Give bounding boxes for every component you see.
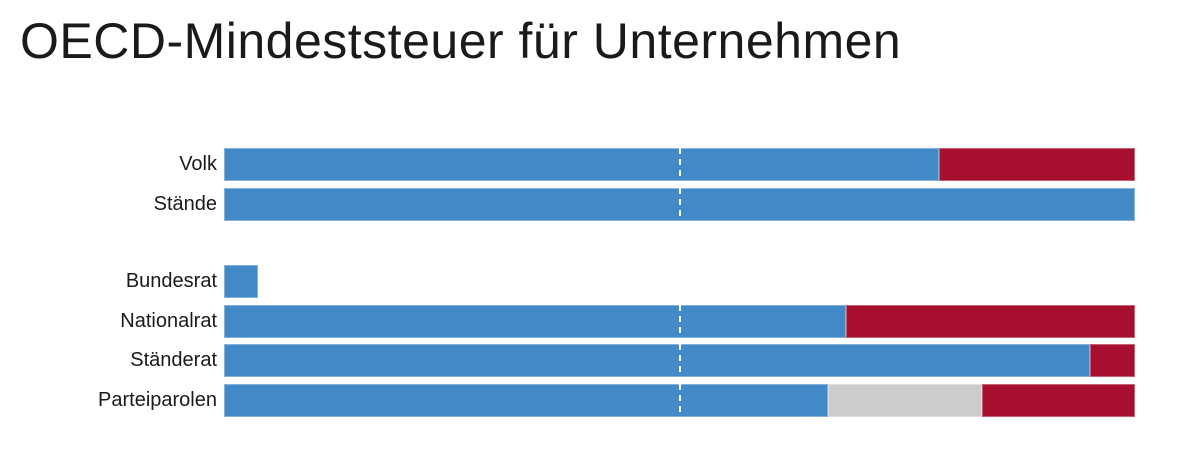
- bar-segment-neutral: [827, 384, 982, 417]
- row-label-bundesrat: Bundesrat: [125, 270, 217, 292]
- bar-volk: [224, 148, 1135, 181]
- row-label-staende: Stände: [153, 193, 217, 215]
- bar-row-volk: Volk: [0, 148, 1200, 181]
- bar-bundesrat: [224, 265, 1135, 298]
- bar-segment-yes: [224, 384, 828, 417]
- row-label-nationalrat: Nationalrat: [120, 310, 217, 332]
- bar-row-staenderat: Ständerat: [0, 344, 1200, 377]
- chart-title: OECD-Mindeststeuer für Unternehmen: [20, 13, 902, 69]
- fifty-percent-midline: [678, 305, 681, 338]
- bar-nationalrat: [224, 305, 1135, 338]
- fifty-percent-midline: [678, 384, 681, 417]
- bar-segment-yes: [224, 344, 1091, 377]
- bar-row-nationalrat: Nationalrat: [0, 305, 1200, 338]
- bar-segment-no: [846, 305, 1135, 338]
- bar-parteiparolen: [224, 384, 1135, 417]
- bar-segment-yes: [224, 148, 940, 181]
- bar-segment-yes: [224, 305, 847, 338]
- bar-row-parteiparolen: Parteiparolen: [0, 384, 1200, 417]
- bar-segment-yes: [224, 265, 258, 298]
- bar-segment-no: [981, 384, 1135, 417]
- row-label-parteiparolen: Parteiparolen: [98, 389, 217, 411]
- fifty-percent-midline: [678, 148, 681, 181]
- bar-staende: [224, 188, 1135, 221]
- row-label-volk: Volk: [179, 153, 217, 175]
- fifty-percent-midline: [678, 188, 681, 221]
- bar-staenderat: [224, 344, 1135, 377]
- row-label-staenderat: Ständerat: [130, 349, 217, 371]
- bar-row-bundesrat: Bundesrat: [0, 265, 1200, 298]
- fifty-percent-midline: [678, 344, 681, 377]
- bar-row-staende: Stände: [0, 188, 1200, 221]
- bar-segment-no: [939, 148, 1135, 181]
- bar-segment-no: [1090, 344, 1135, 377]
